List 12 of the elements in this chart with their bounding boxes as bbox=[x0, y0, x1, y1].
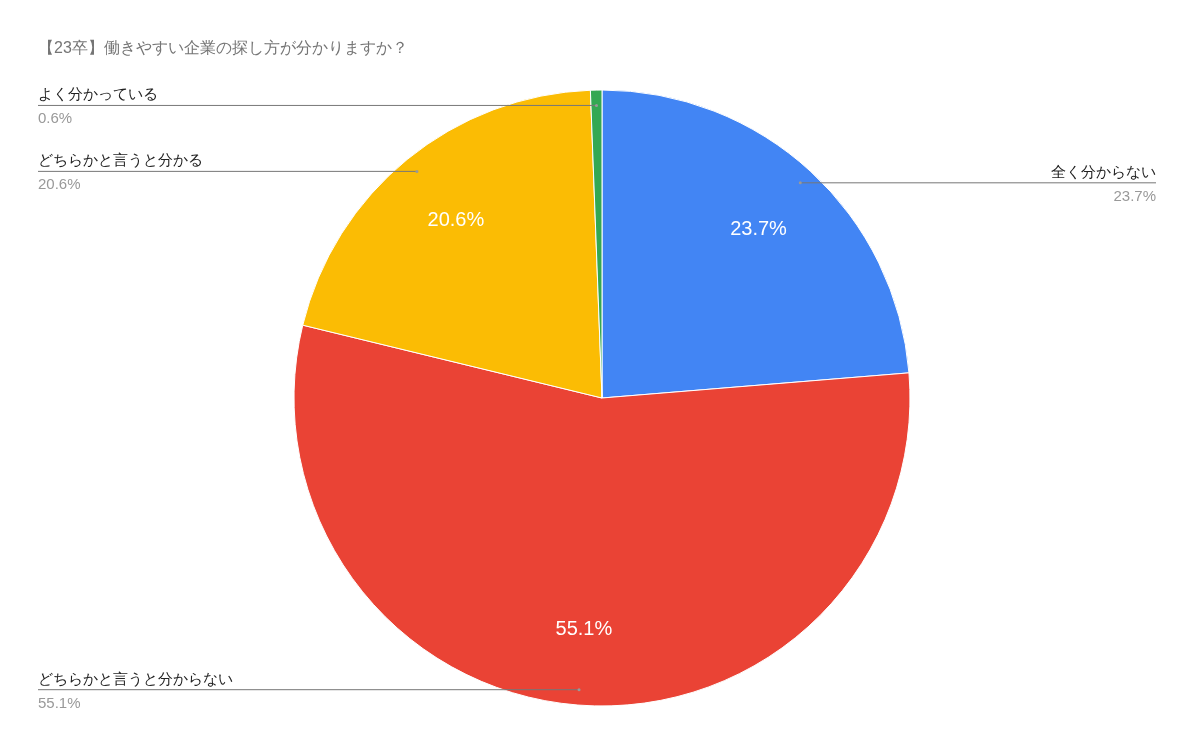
text: 55.1% bbox=[38, 693, 81, 711]
slice-label: どちらかと言うと分かる bbox=[38, 151, 203, 169]
data-label: 20.6% bbox=[427, 208, 485, 231]
data-label: 0.6% bbox=[38, 109, 73, 127]
slice-label: どちらかと言うと分からない bbox=[38, 669, 233, 687]
text: 20.6% bbox=[38, 175, 81, 193]
chart-title: 【23卒】働きやすい企業の探し方が分かりますか？ bbox=[38, 38, 408, 58]
text: 23.7% bbox=[1113, 186, 1156, 204]
data-label: 55.1% bbox=[555, 617, 613, 640]
data-label: 23.7% bbox=[730, 217, 788, 240]
slice-label: よく分かっている bbox=[38, 85, 158, 103]
slice-label: 全く分からない bbox=[1051, 162, 1156, 180]
